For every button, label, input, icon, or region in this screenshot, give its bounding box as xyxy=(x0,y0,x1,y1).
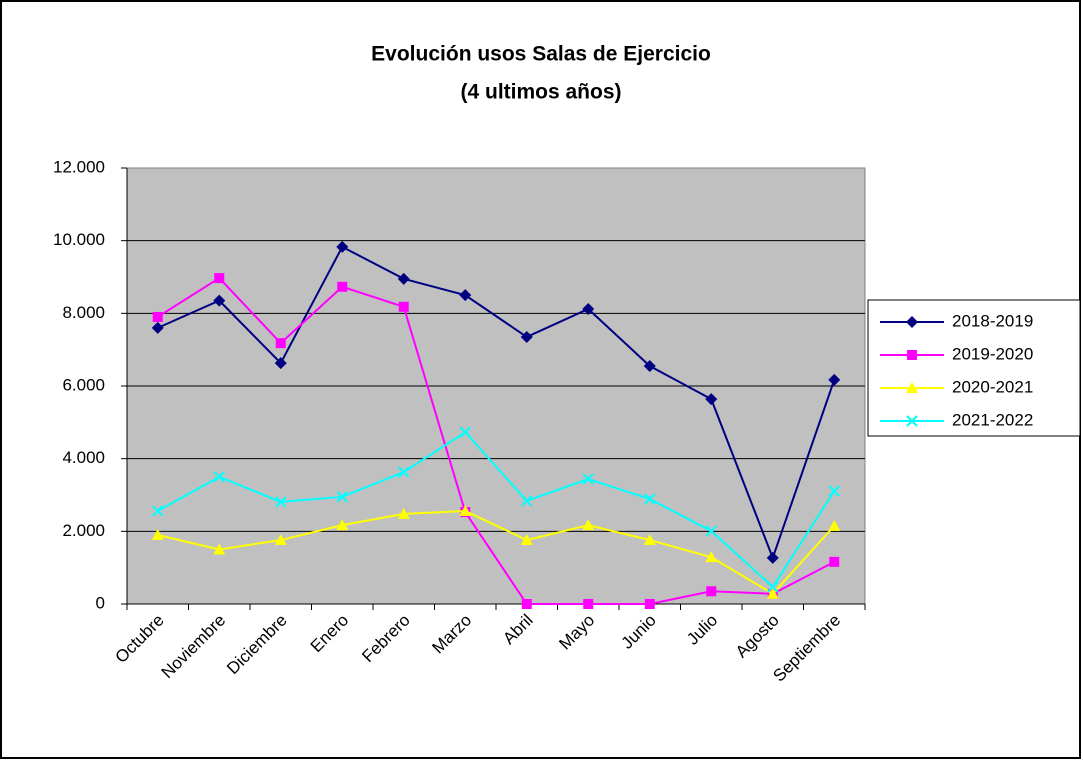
marker xyxy=(397,507,410,519)
marker xyxy=(152,505,164,517)
marker xyxy=(706,586,717,597)
marker xyxy=(705,551,718,563)
marker xyxy=(214,273,225,284)
marker xyxy=(906,382,918,393)
marker xyxy=(274,534,287,546)
marker xyxy=(398,301,409,312)
marker xyxy=(213,471,225,483)
marker xyxy=(582,519,595,531)
marker xyxy=(397,272,410,285)
marker xyxy=(520,534,533,546)
legend-label: 2020-2021 xyxy=(952,377,1033,396)
legend-label: 2018-2019 xyxy=(952,311,1033,330)
y-tick-label: 0 xyxy=(96,593,105,612)
marker xyxy=(274,357,287,370)
marker xyxy=(275,338,286,349)
marker xyxy=(336,240,349,253)
marker xyxy=(643,360,656,373)
marker xyxy=(459,289,472,302)
marker xyxy=(336,491,348,503)
marker xyxy=(520,330,533,343)
legend-marker xyxy=(907,350,917,360)
marker xyxy=(644,493,656,505)
marker xyxy=(767,581,779,593)
marker xyxy=(459,504,472,516)
chart-title: (4 ultimos años) xyxy=(460,81,621,104)
marker xyxy=(583,599,594,609)
marker xyxy=(275,496,287,508)
marker xyxy=(336,519,349,531)
y-tick-label: 10.000 xyxy=(53,230,105,249)
marker xyxy=(906,415,918,427)
legend-marker xyxy=(906,415,918,427)
series-line xyxy=(157,430,836,589)
series-line xyxy=(157,276,835,605)
legend-marker xyxy=(906,316,918,328)
marker xyxy=(644,599,655,609)
y-tick-label: 2.000 xyxy=(62,521,105,540)
legend-label: 2021-2022 xyxy=(952,410,1033,429)
legend-label: 2019-2020 xyxy=(952,344,1033,363)
y-tick-label: 4.000 xyxy=(62,448,105,467)
y-tick-label: 8.000 xyxy=(62,303,105,322)
marker xyxy=(337,281,348,292)
chart-title: Evolución usos Salas de Ejercicio xyxy=(371,43,711,66)
marker xyxy=(151,321,164,334)
marker xyxy=(705,393,718,406)
y-tick-label: 6.000 xyxy=(62,375,105,394)
legend-marker xyxy=(906,382,918,393)
marker xyxy=(828,519,841,531)
marker xyxy=(907,350,917,360)
marker xyxy=(213,543,226,555)
marker xyxy=(828,373,841,386)
marker xyxy=(151,528,164,540)
marker xyxy=(766,551,779,564)
marker xyxy=(213,294,226,307)
marker xyxy=(829,556,840,567)
marker xyxy=(705,525,717,537)
marker xyxy=(521,599,532,609)
marker xyxy=(643,534,656,546)
series-line xyxy=(157,509,835,596)
marker xyxy=(521,495,533,507)
marker xyxy=(828,485,840,497)
series-line xyxy=(157,245,836,561)
marker xyxy=(152,311,163,322)
marker xyxy=(906,316,918,328)
marker xyxy=(459,426,471,438)
marker xyxy=(398,466,410,478)
marker xyxy=(582,302,595,315)
marker xyxy=(766,587,779,599)
y-tick-label: 12.000 xyxy=(53,157,105,176)
marker xyxy=(582,473,594,485)
